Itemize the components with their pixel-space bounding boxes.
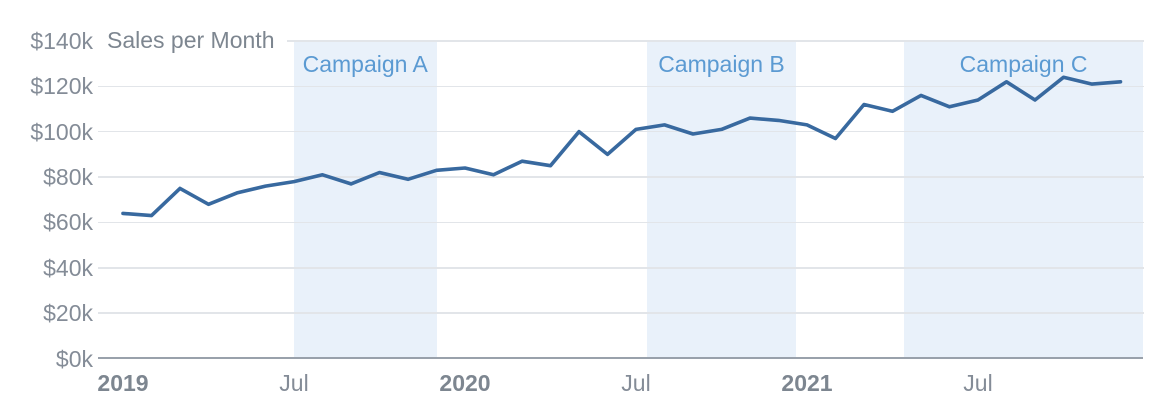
x-tick-label-2021-4: 2021 xyxy=(781,370,833,396)
gridline-20k xyxy=(98,312,1144,314)
x-tick-label-2020-2: 2020 xyxy=(439,370,491,396)
campaign-label: Campaign A xyxy=(302,51,428,77)
y-tick-label: $80k xyxy=(43,164,93,191)
gridline-120k xyxy=(98,85,1144,88)
sales-line-series xyxy=(121,75,1123,218)
gridline-100k xyxy=(98,130,1144,133)
x-tick-label-jul-5: Jul xyxy=(963,370,993,396)
x-axis-line xyxy=(98,357,1143,359)
x-tick-label-jul-3: Jul xyxy=(621,370,651,396)
x-tick-label-jul-1: Jul xyxy=(279,370,309,396)
y-tick-label: $40k xyxy=(43,254,93,281)
campaign-label: Campaign B xyxy=(658,51,785,77)
y-tick-label: $20k xyxy=(43,300,93,327)
campaign-region-b: Campaign B xyxy=(647,41,796,358)
gridline-60k xyxy=(98,221,1144,224)
gridline-80k xyxy=(98,176,1144,178)
gridline-40k xyxy=(98,267,1144,269)
x-tick-label-2019-0: 2019 xyxy=(97,370,149,396)
y-tick-label: $100k xyxy=(30,118,93,145)
campaign-region-a: Campaign A xyxy=(294,41,437,358)
y-tick-label: $0k xyxy=(55,345,93,372)
chart-title: Sales per Month xyxy=(107,27,275,53)
y-tick-label: $60k xyxy=(43,209,93,236)
campaign-label: Campaign C xyxy=(959,51,1088,77)
gridline-140k xyxy=(287,40,1144,42)
y-tick-label: $120k xyxy=(30,73,93,100)
y-tick-label: $140k xyxy=(30,28,93,54)
